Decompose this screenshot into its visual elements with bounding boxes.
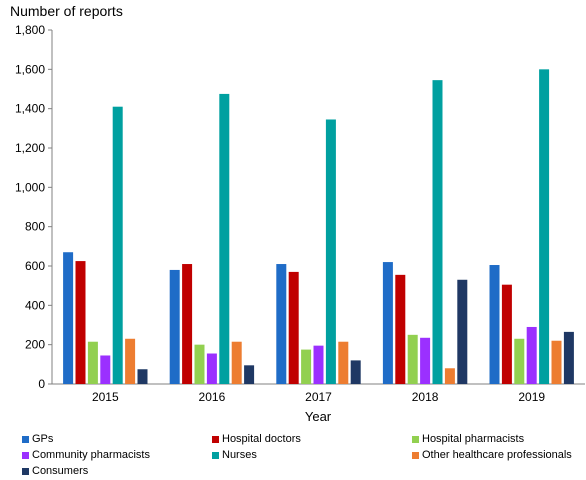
y-tick-label: 1,000	[15, 180, 45, 194]
legend-item: Community pharmacists	[22, 449, 150, 461]
x-axis-label: Year	[305, 409, 332, 424]
bar	[219, 93, 230, 385]
bar	[125, 338, 136, 384]
legend-item: Other healthcare professionals	[412, 449, 572, 461]
bar	[194, 344, 205, 384]
bar	[231, 341, 242, 384]
bar	[87, 341, 98, 384]
y-tick-label: 1,800	[15, 23, 45, 37]
legend-swatch	[212, 435, 219, 443]
chart-title: Number of reports	[10, 3, 123, 19]
bars	[63, 69, 574, 385]
y-tick-label: 1,600	[15, 62, 45, 76]
x-tick-label: 2016	[199, 390, 226, 404]
y-tick-label: 200	[25, 338, 45, 352]
bar	[276, 264, 287, 384]
bar	[244, 365, 255, 384]
legend-item: Hospital doctors	[212, 433, 301, 445]
legend-item: GPs	[22, 433, 53, 445]
legend-label: Other healthcare professionals	[422, 449, 572, 461]
bar	[382, 262, 393, 384]
bar	[551, 340, 562, 384]
legend-label: Community pharmacists	[32, 449, 150, 461]
bar	[395, 274, 406, 384]
bar	[75, 261, 86, 384]
bar	[489, 265, 500, 384]
bar	[288, 271, 299, 384]
legend-label: GPs	[32, 433, 54, 445]
legend-label: Hospital doctors	[222, 433, 301, 445]
legend-swatch	[22, 451, 29, 459]
legend-swatch	[412, 451, 419, 459]
bar	[313, 345, 324, 384]
bar-chart: Number of reports 0 200 400 600 800 1,000 1,20…	[10, 3, 585, 424]
bar	[100, 355, 111, 384]
y-tick-label: 0	[38, 377, 45, 391]
legend-item: Consumers	[22, 465, 88, 477]
bar	[137, 369, 148, 384]
bar	[539, 69, 550, 384]
bar	[350, 360, 361, 384]
bar	[206, 353, 217, 384]
legend-swatch	[22, 435, 29, 443]
bar	[325, 119, 336, 384]
bar	[338, 341, 349, 384]
legend-item: Hospital pharmacists	[412, 433, 524, 445]
legend-swatch	[212, 451, 219, 459]
y-axis: 0 200 400 600 800 1,000 1,200 1,400 1,600 1,800	[15, 23, 53, 391]
legend-swatch	[412, 435, 419, 443]
x-axis: 2015 2016 2017 2018 2019	[52, 383, 585, 404]
legend-label: Nurses	[222, 449, 257, 461]
y-tick-label: 1,400	[15, 102, 45, 116]
y-tick-label: 600	[25, 259, 45, 273]
x-tick-label: 2018	[412, 390, 439, 404]
bar	[432, 80, 443, 385]
bar	[301, 349, 312, 384]
x-tick-label: 2017	[305, 390, 332, 404]
x-tick-label: 2019	[518, 390, 545, 404]
y-tick-label: 800	[25, 220, 45, 234]
bar	[112, 106, 123, 384]
x-tick-label: 2015	[92, 390, 119, 404]
bar	[169, 269, 180, 384]
bar	[444, 368, 455, 384]
bar	[514, 338, 525, 384]
bar	[501, 284, 512, 384]
bar	[182, 264, 193, 384]
bar	[63, 252, 74, 384]
bar	[563, 331, 574, 384]
legend-label: Hospital pharmacists	[422, 433, 525, 445]
bar	[407, 334, 418, 384]
legend-label: Consumers	[32, 465, 89, 477]
legend-swatch	[22, 467, 29, 475]
y-tick-label: 1,200	[15, 141, 45, 155]
y-tick-label: 400	[25, 298, 45, 312]
bar	[420, 337, 431, 384]
bar	[457, 279, 468, 384]
bar	[526, 326, 537, 384]
legend-item: Nurses	[212, 449, 257, 461]
